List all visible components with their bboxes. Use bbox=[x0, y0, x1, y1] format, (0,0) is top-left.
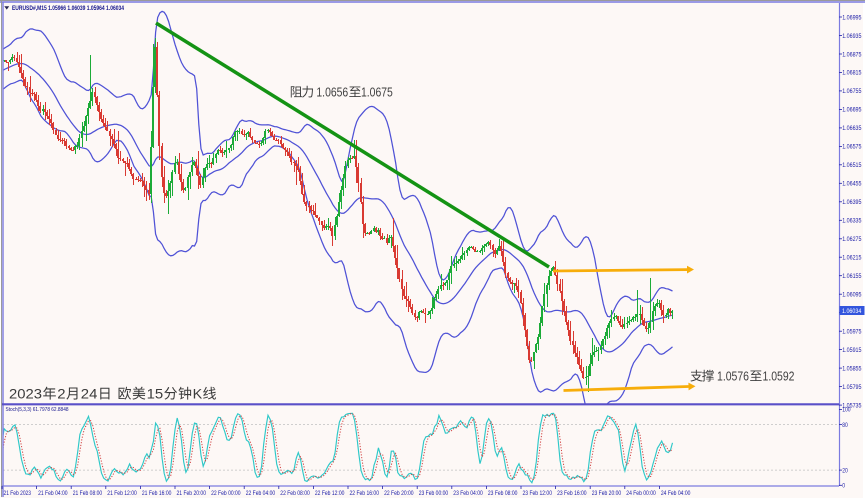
svg-text:23 Feb 20:00: 23 Feb 20:00 bbox=[592, 490, 622, 497]
svg-text:EURUSD#,M15 1.05966 1.06039 1: EURUSD#,M15 1.05966 1.06039 1.05964 1.06… bbox=[12, 5, 124, 12]
svg-text:1.06935: 1.06935 bbox=[842, 33, 862, 40]
svg-text:21 Feb 04:00: 21 Feb 04:00 bbox=[38, 490, 68, 497]
svg-text:1.0592: 1.0592 bbox=[763, 369, 795, 384]
svg-text:24 Feb 00:00: 24 Feb 00:00 bbox=[626, 490, 656, 497]
svg-text:22 Feb 16:00: 22 Feb 16:00 bbox=[350, 490, 380, 497]
svg-text:20: 20 bbox=[842, 467, 848, 474]
svg-text:21 Feb 16:00: 21 Feb 16:00 bbox=[142, 490, 172, 497]
svg-text:21 Feb 20:00: 21 Feb 20:00 bbox=[177, 490, 207, 497]
svg-text:1.05975: 1.05975 bbox=[842, 329, 862, 336]
svg-text:24: 24 bbox=[81, 386, 98, 402]
svg-text:K: K bbox=[193, 386, 203, 402]
svg-text:23 Feb 16:00: 23 Feb 16:00 bbox=[557, 490, 587, 497]
svg-text:15: 15 bbox=[147, 386, 164, 402]
svg-text:1.05735: 1.05735 bbox=[842, 402, 862, 409]
svg-text:22 Feb 12:00: 22 Feb 12:00 bbox=[315, 490, 345, 497]
svg-text:22 Feb 00:00: 22 Feb 00:00 bbox=[211, 490, 241, 497]
svg-text:1.06995: 1.06995 bbox=[842, 14, 862, 21]
svg-text:23 Feb 00:00: 23 Feb 00:00 bbox=[419, 490, 449, 497]
svg-text:0: 0 bbox=[842, 483, 845, 490]
svg-text:24 Feb 04:00: 24 Feb 04:00 bbox=[661, 490, 691, 497]
svg-text:2: 2 bbox=[57, 386, 66, 402]
svg-text:1.06875: 1.06875 bbox=[842, 51, 862, 58]
svg-text:23 Feb 12:00: 23 Feb 12:00 bbox=[523, 490, 553, 497]
svg-text:1.06755: 1.06755 bbox=[842, 88, 862, 95]
svg-text:22 Feb 08:00: 22 Feb 08:00 bbox=[280, 490, 310, 497]
svg-text:1.06575: 1.06575 bbox=[842, 144, 862, 151]
svg-text:1.06034: 1.06034 bbox=[842, 308, 862, 315]
svg-text:1.05915: 1.05915 bbox=[842, 347, 862, 354]
svg-text:22 Feb 04:00: 22 Feb 04:00 bbox=[246, 490, 276, 497]
svg-text:1.05855: 1.05855 bbox=[842, 365, 862, 372]
svg-text:1.0675: 1.0675 bbox=[361, 85, 393, 100]
svg-text:1.06815: 1.06815 bbox=[842, 70, 862, 77]
svg-text:1.06455: 1.06455 bbox=[842, 181, 862, 188]
svg-text:100: 100 bbox=[842, 407, 851, 414]
svg-text:80: 80 bbox=[842, 422, 848, 429]
svg-text:1.0576: 1.0576 bbox=[717, 369, 749, 384]
svg-text:21 Feb 08:00: 21 Feb 08:00 bbox=[73, 490, 103, 497]
svg-text:1.05795: 1.05795 bbox=[842, 384, 862, 391]
svg-text:2023: 2023 bbox=[9, 386, 42, 402]
svg-text:22 Feb 20:00: 22 Feb 20:00 bbox=[384, 490, 414, 497]
svg-text:1.06095: 1.06095 bbox=[842, 292, 862, 299]
svg-text:1.06635: 1.06635 bbox=[842, 125, 862, 132]
svg-text:21 Feb 2023: 21 Feb 2023 bbox=[4, 490, 32, 497]
svg-text:1.06695: 1.06695 bbox=[842, 107, 862, 114]
svg-text:1.06275: 1.06275 bbox=[842, 236, 862, 243]
svg-text:1.06215: 1.06215 bbox=[842, 255, 862, 262]
svg-text:1.06395: 1.06395 bbox=[842, 199, 862, 206]
svg-text:1.06515: 1.06515 bbox=[842, 162, 862, 169]
svg-text:1.06335: 1.06335 bbox=[842, 218, 862, 225]
svg-text:1.06155: 1.06155 bbox=[842, 273, 862, 280]
svg-text:1.0656: 1.0656 bbox=[316, 85, 348, 100]
svg-text:23 Feb 04:00: 23 Feb 04:00 bbox=[453, 490, 483, 497]
svg-text:Stoch(5,3,3) 61.7978 62.8848: Stoch(5,3,3) 61.7978 62.8848 bbox=[6, 407, 69, 413]
svg-text:21 Feb 12:00: 21 Feb 12:00 bbox=[107, 490, 137, 497]
svg-text:23 Feb 08:00: 23 Feb 08:00 bbox=[488, 490, 518, 497]
